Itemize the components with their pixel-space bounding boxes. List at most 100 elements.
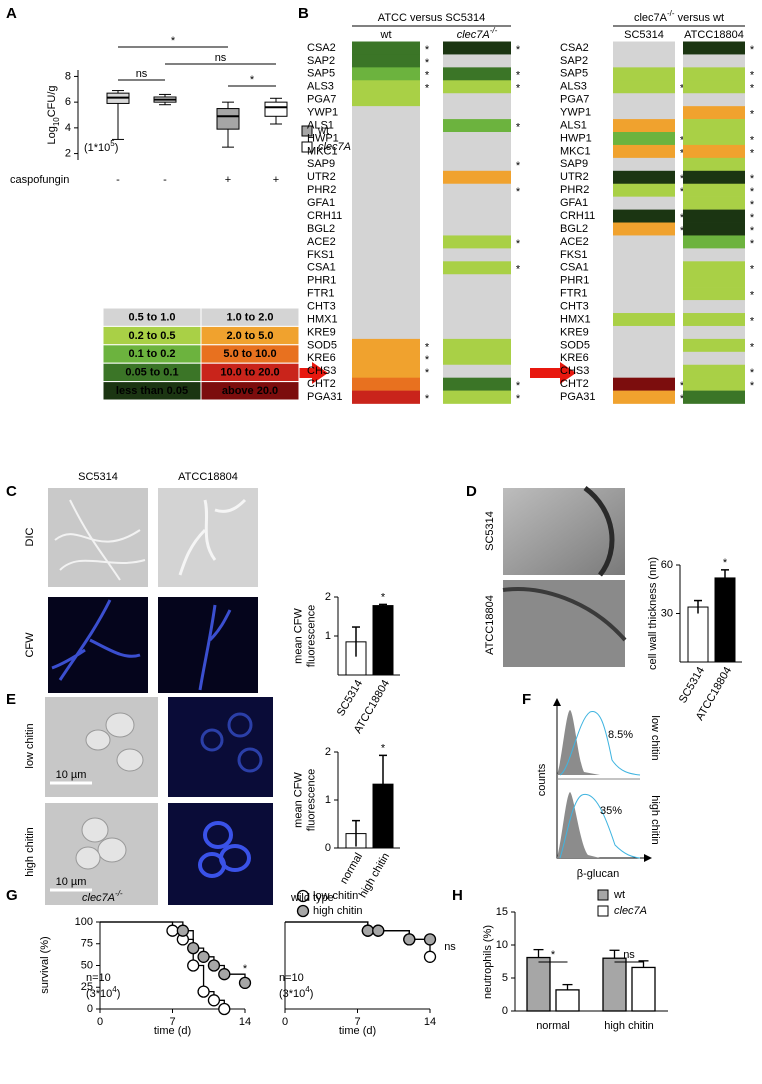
label: * <box>680 186 685 198</box>
heat-cell <box>683 261 745 275</box>
label-part: ) <box>310 988 314 1000</box>
label: wild type <box>290 892 334 904</box>
label: ALS3 <box>560 81 587 93</box>
label-part: (1*10 <box>84 142 110 154</box>
label: Log10CFU/g <box>46 85 61 144</box>
heat-cell <box>443 106 511 120</box>
survival-point <box>238 976 252 990</box>
label-part: CFU/g <box>46 85 58 117</box>
heat-cell <box>352 313 420 327</box>
survival-point <box>423 933 437 946</box>
heat-cell <box>443 144 511 159</box>
label: high chitin <box>24 827 36 877</box>
label: + <box>225 174 231 186</box>
label: * <box>750 341 755 353</box>
label: clec7A-/- versus wt <box>634 9 724 24</box>
label: * <box>750 186 755 198</box>
label: low chitin <box>649 715 661 760</box>
label: 0 <box>97 1016 103 1028</box>
label: CSA1 <box>307 262 336 274</box>
heat-cell <box>352 287 420 301</box>
heat-cell <box>613 196 675 210</box>
label: * <box>750 70 755 82</box>
label: mean CFW <box>292 608 304 664</box>
label: * <box>516 83 521 95</box>
heat-cell <box>683 144 745 159</box>
survival-point <box>187 959 200 972</box>
heat-cell <box>613 41 675 55</box>
label: GFA1 <box>560 197 588 209</box>
heat-cell <box>613 132 675 146</box>
heat-cell <box>443 41 511 55</box>
label: 10.0 to 20.0 <box>220 367 279 379</box>
heat-cell <box>613 222 675 236</box>
label-part: Log <box>46 126 58 144</box>
label: MKC1 <box>307 145 338 157</box>
label: SOD5 <box>307 339 337 351</box>
heat-cell <box>683 209 745 223</box>
label: SAP5 <box>560 68 588 80</box>
label: * <box>680 380 685 392</box>
label: high chitin <box>604 1020 654 1032</box>
label: SAP5 <box>307 68 335 80</box>
label: SC5314 <box>484 511 496 551</box>
heat-cell <box>613 209 675 223</box>
survival-point <box>361 924 375 937</box>
label: * <box>516 121 521 133</box>
label: * <box>425 70 430 82</box>
label: * <box>680 83 685 95</box>
label: less than 0.05 <box>116 385 188 397</box>
heat-cell <box>613 377 675 391</box>
legend-swatch <box>301 141 313 153</box>
micrographs-d <box>502 485 627 667</box>
label: CHT3 <box>560 300 589 312</box>
legend-marker <box>296 889 310 903</box>
heat-cell <box>613 119 675 133</box>
label: YWP1 <box>307 107 338 119</box>
legend-swatch <box>597 905 609 917</box>
label: * <box>425 83 430 95</box>
label: 14 <box>239 1016 251 1028</box>
label-part: (3*10 <box>279 988 305 1000</box>
label: clec7A-/- <box>82 889 123 904</box>
heat-cell <box>683 183 745 197</box>
label: - <box>116 174 120 186</box>
label: 50 <box>81 959 93 971</box>
label: high chitin <box>313 905 363 917</box>
heat-cell <box>683 196 745 210</box>
heat-cell <box>683 235 745 249</box>
label: * <box>516 238 521 250</box>
label: * <box>425 341 430 353</box>
label: 14 <box>424 1016 436 1028</box>
heat-cell <box>443 364 511 378</box>
label-part: -/- <box>667 9 675 18</box>
heat-cell <box>443 377 511 391</box>
label: * <box>723 557 728 569</box>
label-part: 4 <box>112 985 117 994</box>
heat-cell <box>613 106 675 120</box>
label: 100 <box>75 916 93 928</box>
heat-cell <box>443 313 511 327</box>
survival-point <box>187 941 200 955</box>
label: CRH11 <box>560 210 595 222</box>
label: * <box>750 367 755 379</box>
label: caspofungin <box>10 174 69 186</box>
heat-cell <box>443 157 511 172</box>
heat-cell <box>613 183 675 197</box>
label: ns <box>444 941 456 953</box>
heat-cell <box>352 209 420 223</box>
label: MKC1 <box>560 145 591 157</box>
label: FKS1 <box>307 249 335 261</box>
heat-cell <box>352 170 420 185</box>
label: ATCC18804 <box>178 471 238 483</box>
label: * <box>551 949 556 961</box>
label: * <box>750 290 755 302</box>
label: - <box>163 174 167 186</box>
label: SC5314 <box>624 29 664 41</box>
label: PGA7 <box>307 94 336 106</box>
heat-cell <box>352 132 420 146</box>
heat-cell <box>613 287 675 301</box>
label-part: -/- <box>115 889 123 898</box>
label: SAP9 <box>560 158 588 170</box>
